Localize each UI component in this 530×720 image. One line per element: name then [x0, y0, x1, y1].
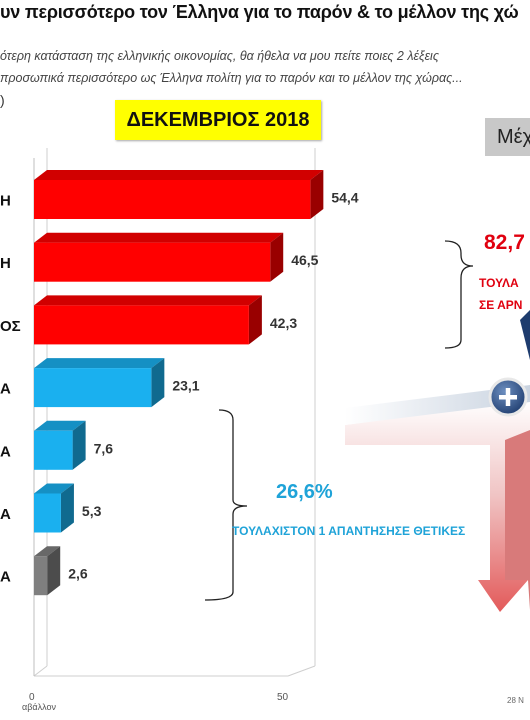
value-label-6: 2,6 — [68, 566, 88, 582]
decorative-arrows — [345, 310, 530, 612]
category-label-6: Α — [0, 569, 11, 586]
floor-left-edge — [33, 665, 48, 677]
footer-source: αβάλλον — [22, 702, 56, 712]
bar-top-6 — [34, 546, 61, 557]
bar-1 — [34, 232, 284, 282]
comparison-label: Μέχ — [485, 118, 530, 156]
footer-date: 28 N — [507, 696, 524, 705]
bar-side-6 — [47, 546, 61, 596]
bar-side-5 — [60, 483, 74, 533]
group-braces — [204, 240, 474, 601]
question-text-line-1: ότερη κατάσταση της ελληνικής οικονομίας… — [0, 49, 439, 63]
bar-top-4 — [34, 420, 86, 431]
clipped-axis-label: ) — [0, 92, 5, 108]
bar-2 — [34, 295, 262, 345]
bar-0 — [34, 170, 324, 219]
bar-front-6 — [34, 556, 48, 596]
negative-group-text-line-2: ΣΕ ΑΡΝ — [479, 298, 523, 312]
x-tick-label-0: 0 — [29, 692, 35, 703]
value-labels: 54,4 46,5 42,3 23,1 7,6 5,3 2,6 — [68, 190, 359, 582]
period-label: ΔΕΚΕΜΒΡΙΟΣ 2018 — [115, 100, 321, 140]
bar-5 — [34, 483, 74, 533]
bar-6 — [34, 546, 61, 596]
bar-front-5 — [34, 493, 61, 533]
value-label-5: 5,3 — [82, 503, 102, 519]
bar-front-0 — [34, 180, 311, 219]
bar-top-0 — [34, 170, 324, 180]
bar-front-3 — [34, 368, 152, 408]
category-label-1: Η — [0, 255, 11, 272]
bar-front-2 — [34, 305, 249, 345]
category-label-4: Α — [0, 443, 11, 460]
x-tick-labels: 0 50 — [29, 692, 289, 703]
bar-4 — [34, 420, 86, 470]
question-text-line-2: προσωπικά περισσότερο ως Έλληνα πολίτη γ… — [0, 71, 463, 85]
category-labels: Η Η ΟΣ Α Α Α Α — [0, 193, 21, 586]
category-label-3: Α — [0, 381, 11, 398]
bar-side-4 — [72, 420, 86, 470]
bar-3 — [34, 358, 165, 408]
value-label-0: 54,4 — [331, 190, 358, 206]
bar-top-2 — [34, 295, 262, 306]
bars-group — [34, 170, 324, 596]
chart-title: υν περισσότερο τον Έλληνα για το παρόν &… — [0, 2, 519, 22]
floor-right-edge — [287, 665, 316, 677]
category-label-5: Α — [0, 506, 11, 523]
bar-front-4 — [34, 430, 73, 470]
value-label-1: 46,5 — [291, 252, 318, 268]
bar-side-0 — [310, 170, 324, 219]
bar-side-3 — [151, 358, 165, 408]
value-label-3: 23,1 — [172, 378, 199, 394]
negative-group-text-line-1: ΤΟΥΛΑ — [479, 276, 519, 290]
positive-group-percent: 26,6% — [276, 481, 333, 503]
category-label-0: Η — [0, 193, 11, 210]
value-label-4: 7,6 — [94, 440, 114, 456]
bar-front-1 — [34, 242, 271, 282]
chart-grid — [33, 148, 316, 677]
value-label-2: 42,3 — [270, 315, 297, 331]
positive-group-text: ΤΟΥΛΑΧΙΣΤΟΝ 1 ΑΠΑΝΤΗΣΗΣΕ ΘΕΤΙΚΕΣ — [232, 524, 466, 538]
negative-group-percent: 82,7 — [484, 231, 525, 254]
bar-top-3 — [34, 358, 165, 369]
bar-top-1 — [34, 232, 284, 243]
x-tick-label-1: 50 — [277, 692, 289, 703]
bar-side-2 — [248, 295, 262, 345]
bar-side-1 — [270, 232, 284, 282]
bar-top-5 — [34, 483, 74, 494]
category-label-2: ΟΣ — [0, 318, 21, 335]
